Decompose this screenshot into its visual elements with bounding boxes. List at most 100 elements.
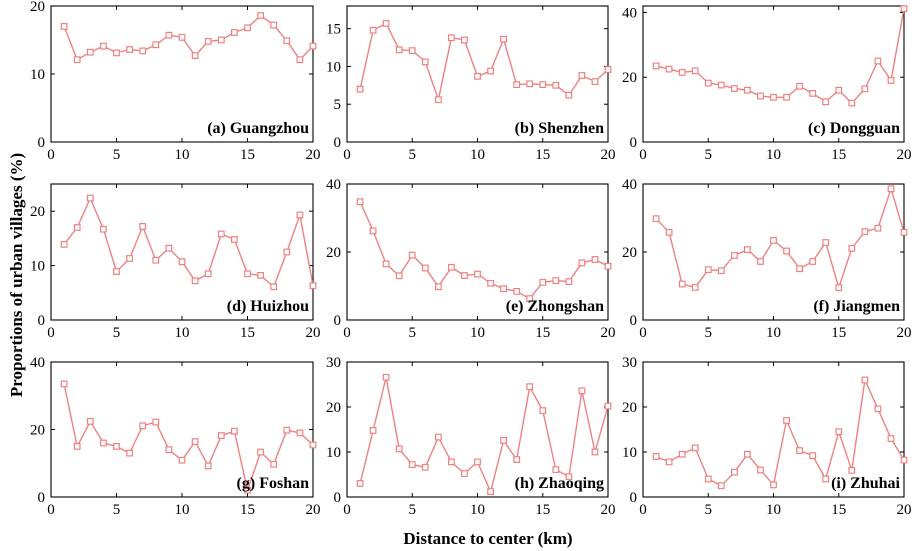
x-tick-label: 10	[470, 147, 485, 163]
data-point	[270, 283, 278, 291]
data-point	[99, 225, 107, 233]
data-point	[809, 89, 817, 97]
data-point	[539, 278, 547, 286]
data-point	[113, 443, 120, 450]
data-point	[435, 283, 442, 291]
data-point	[848, 244, 856, 252]
data-point	[678, 280, 686, 288]
data-point	[296, 56, 304, 64]
y-tick-label: 10	[622, 445, 637, 461]
data-point	[356, 480, 364, 487]
data-point	[86, 48, 94, 56]
panel-9: 0 5 10 15 20 0 10 20 30 (i) Zhuhai	[622, 355, 912, 518]
data-point	[743, 450, 751, 458]
x-tick-label: 0	[639, 325, 647, 341]
data-point	[887, 77, 895, 84]
data-point	[257, 12, 264, 19]
x-tick-label: 0	[47, 325, 55, 341]
x-tick-label: 20	[601, 325, 616, 341]
y-tick-label: 0	[334, 313, 342, 329]
data-point	[704, 475, 712, 483]
data-point	[835, 86, 843, 94]
data-point	[73, 56, 81, 64]
data-point	[435, 96, 442, 104]
data-point	[861, 228, 869, 236]
x-tick-label: 10	[766, 325, 781, 341]
x-tick-label: 0	[47, 147, 55, 163]
panel-8: 0 5 10 15 20 0 10 20 30 (h) Zhaoqing	[326, 355, 616, 518]
data-point	[178, 258, 186, 266]
data-point	[139, 223, 147, 230]
data-point	[178, 33, 186, 41]
x-tick-label: 20	[897, 325, 912, 341]
data-point	[60, 380, 68, 388]
data-point	[848, 467, 856, 474]
data-point	[770, 237, 777, 244]
data-point	[73, 443, 81, 450]
data-point	[822, 475, 830, 483]
data-point	[678, 450, 686, 458]
y-tick-label: 20	[30, 0, 45, 15]
x-tick-label: 0	[343, 147, 351, 163]
data-point	[652, 215, 660, 223]
data-point	[191, 277, 199, 285]
y-tick-label: 40	[622, 5, 637, 21]
data-point	[796, 82, 803, 90]
data-point	[421, 463, 429, 471]
x-tick-label: 15	[535, 147, 550, 163]
data-point	[283, 426, 291, 434]
data-point	[526, 80, 534, 88]
x-tick-label: 20	[601, 147, 616, 163]
x-tick-label: 10	[175, 502, 190, 518]
data-point	[244, 486, 251, 494]
data-point	[900, 5, 908, 13]
data-point	[887, 435, 895, 442]
data-point	[204, 37, 212, 45]
data-point	[704, 79, 712, 87]
data-point	[178, 456, 186, 464]
data-point	[217, 432, 225, 439]
data-point	[86, 194, 94, 202]
x-tick-label: 15	[831, 147, 846, 163]
data-point	[565, 91, 573, 99]
data-point	[604, 66, 612, 73]
data-point	[591, 256, 599, 263]
x-tick-label: 5	[113, 502, 121, 518]
y-tick-label: 0	[334, 135, 342, 151]
series-line	[655, 377, 905, 487]
data-point	[526, 295, 534, 302]
data-point	[678, 68, 686, 76]
y-tick-label: 40	[622, 177, 637, 193]
panels-group: 0 5 10 15 20 0 10 20 (a) Guangzhou 0 5 10 15 20 0 5 10 15…	[30, 0, 912, 518]
data-point	[604, 262, 612, 270]
data-point	[743, 246, 751, 254]
data-point	[796, 447, 803, 454]
x-tick-label: 20	[601, 502, 616, 518]
data-point	[231, 236, 238, 243]
data-point	[408, 251, 416, 259]
data-point	[539, 81, 547, 89]
data-point	[165, 244, 173, 252]
data-point	[296, 211, 304, 219]
data-point	[126, 46, 134, 53]
data-point	[395, 272, 403, 280]
data-point	[448, 263, 455, 271]
data-point	[217, 230, 225, 238]
panel-4: 0 5 10 15 20 0 10 20 (d) Huizhou	[30, 183, 321, 341]
data-point	[139, 422, 147, 430]
data-point	[783, 417, 790, 424]
x-tick-label: 20	[306, 147, 321, 163]
data-point	[421, 58, 429, 66]
x-tick-label: 15	[240, 147, 255, 163]
data-point	[369, 26, 377, 34]
data-point	[152, 418, 160, 426]
data-point	[652, 62, 660, 70]
x-tick-label: 0	[343, 502, 351, 518]
x-tick-label: 10	[470, 502, 485, 518]
data-point	[309, 441, 317, 449]
data-point	[717, 482, 725, 490]
panel-7: 0 5 10 15 20 0 20 40 (g) Foshan	[30, 355, 321, 518]
data-point	[743, 86, 751, 94]
y-tick-label: 0	[630, 490, 638, 506]
